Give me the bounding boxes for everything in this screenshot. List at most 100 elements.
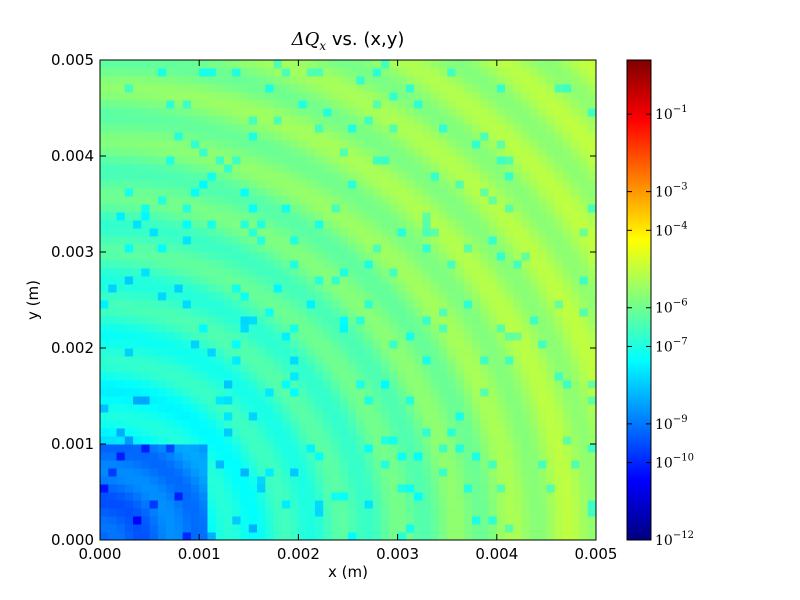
heatmap-cell (513, 292, 523, 301)
heatmap-cell (157, 516, 167, 525)
heatmap-cell (314, 364, 324, 373)
heatmap-cell (488, 276, 498, 285)
heatmap-cell (339, 380, 349, 389)
heatmap-cell (348, 316, 357, 325)
heatmap-cell (571, 212, 580, 221)
heatmap-cell (538, 308, 547, 317)
heatmap-cell (381, 172, 390, 181)
heatmap-cell (447, 340, 456, 349)
heatmap-cell (124, 84, 134, 93)
heatmap-cell (199, 476, 208, 485)
heatmap-cell (422, 188, 432, 197)
heatmap-cell (314, 100, 324, 109)
heatmap-cell (546, 204, 556, 213)
heatmap-cell (397, 332, 407, 341)
heatmap-cell (116, 124, 126, 133)
heatmap-cell (348, 244, 357, 253)
heatmap-cell (496, 524, 506, 533)
heatmap-cell (397, 188, 407, 197)
heatmap-cell (124, 180, 134, 189)
heatmap-cell (554, 204, 564, 213)
heatmap-cell (554, 500, 564, 509)
heatmap-cell (174, 476, 184, 485)
heatmap-cell (248, 332, 258, 341)
heatmap-cell (174, 404, 184, 413)
heatmap-cell (562, 476, 572, 485)
heatmap-cell (339, 372, 349, 381)
heatmap-cell (133, 340, 142, 349)
heatmap-cell (190, 140, 200, 149)
heatmap-cell (174, 196, 184, 205)
heatmap-cell (472, 68, 481, 77)
heatmap-cell (496, 212, 506, 221)
heatmap-cell (447, 428, 456, 437)
heatmap-cell (182, 188, 192, 197)
heatmap-cell (281, 332, 291, 341)
heatmap-cell (372, 324, 382, 333)
heatmap-cell (141, 524, 151, 533)
heatmap-cell (157, 452, 167, 461)
heatmap-cell (290, 212, 299, 221)
heatmap-cell (579, 284, 589, 293)
heatmap-cell (182, 364, 192, 373)
heatmap-cell (100, 324, 109, 333)
heatmap-cell (480, 60, 490, 69)
heatmap-cell (430, 252, 440, 261)
heatmap-cell (281, 452, 291, 461)
heatmap-cell (372, 316, 382, 325)
heatmap-cell (331, 516, 341, 525)
heatmap-cell (571, 164, 580, 173)
heatmap-cell (331, 356, 341, 365)
heatmap-cell (463, 420, 473, 429)
heatmap-cell (215, 156, 225, 165)
heatmap-cell (133, 532, 142, 541)
heatmap-cell (224, 396, 233, 405)
heatmap-cell (257, 132, 266, 141)
heatmap-cell (447, 444, 456, 453)
heatmap-cell (248, 396, 258, 405)
heatmap-cell (405, 244, 415, 253)
heatmap-cell (265, 516, 275, 525)
heatmap-cell (422, 364, 432, 373)
heatmap-cell (100, 220, 109, 229)
heatmap-cell (215, 220, 225, 229)
heatmap-cell (124, 444, 134, 453)
heatmap-cell (157, 100, 167, 109)
heatmap-cell (224, 244, 233, 253)
heatmap-cell (447, 532, 456, 541)
heatmap-cell (232, 308, 242, 317)
heatmap-cell (571, 436, 580, 445)
heatmap-cell (314, 164, 324, 173)
heatmap-cell (124, 60, 134, 69)
heatmap-cell (422, 156, 432, 165)
heatmap-cell (430, 204, 440, 213)
heatmap-cell (331, 220, 341, 229)
heatmap-cell (438, 332, 448, 341)
heatmap-cell (306, 212, 316, 221)
heatmap-cell (298, 132, 308, 141)
heatmap-cell (281, 372, 291, 381)
heatmap-cell (108, 156, 118, 165)
heatmap-cell (215, 108, 225, 117)
heatmap-cell (405, 140, 415, 149)
heatmap-cell (190, 452, 200, 461)
heatmap-cell (455, 340, 465, 349)
heatmap-cell (149, 372, 159, 381)
heatmap-cell (257, 284, 266, 293)
heatmap-cell (265, 164, 275, 173)
heatmap-cell (472, 252, 481, 261)
heatmap-cell (364, 508, 374, 517)
heatmap-cell (141, 204, 151, 213)
heatmap-cell (257, 428, 266, 437)
heatmap-cell (546, 428, 556, 437)
heatmap-cell (174, 532, 184, 541)
heatmap-cell (248, 252, 258, 261)
heatmap-cell (372, 508, 382, 517)
heatmap-cell (587, 316, 597, 325)
heatmap-cell (538, 228, 547, 237)
heatmap-cell (124, 316, 134, 325)
heatmap-cell (389, 204, 399, 213)
heatmap-cell (521, 364, 531, 373)
heatmap-cell (182, 236, 192, 245)
heatmap-cell (538, 244, 547, 253)
